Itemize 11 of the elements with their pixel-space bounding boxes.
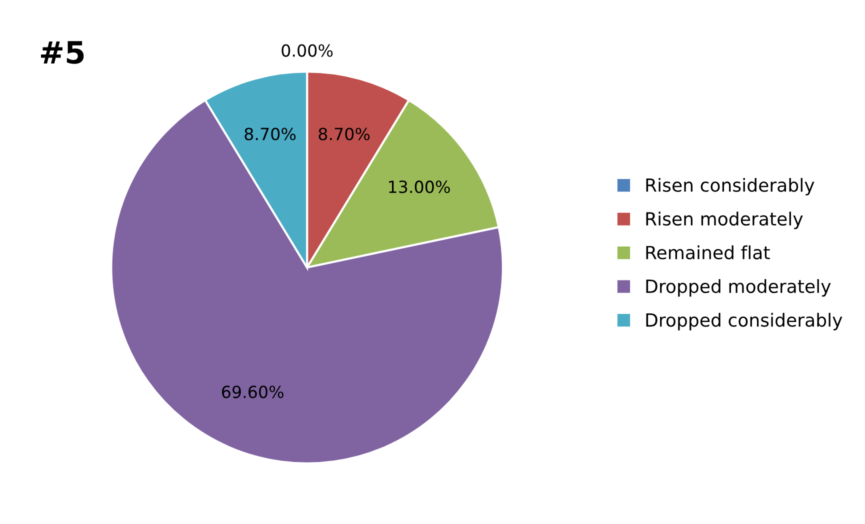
- data-label: 8.70%: [244, 128, 296, 140]
- legend-label: Risen considerably: [646, 178, 814, 196]
- legend-label: Remained flat: [646, 245, 770, 260]
- data-label: 8.70%: [318, 128, 370, 140]
- chart-title: #5: [40, 41, 84, 64]
- data-label: 69.60%: [222, 386, 284, 398]
- legend-label: Dropped considerably: [646, 312, 842, 330]
- legend-label: Dropped moderately: [646, 279, 831, 297]
- legend-label: Risen moderately: [646, 212, 803, 230]
- data-label: 13.00%: [389, 180, 450, 194]
- text: 0.00%: [282, 44, 333, 57]
